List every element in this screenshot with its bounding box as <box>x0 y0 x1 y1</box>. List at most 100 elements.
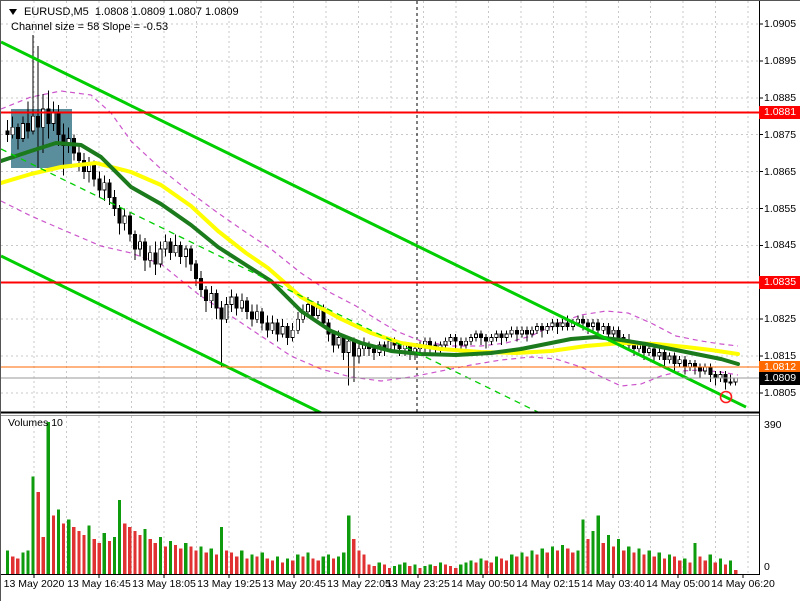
symbol-timeframe-label: EURUSD,M5 <box>24 6 89 18</box>
time-axis-label: 13 May 22:05 <box>327 578 391 590</box>
candle-body <box>229 296 234 305</box>
volume-bar <box>622 550 626 574</box>
candle-body <box>41 108 46 128</box>
candle-body <box>565 322 570 327</box>
candle-body <box>295 318 300 331</box>
candle-body <box>601 326 606 331</box>
candle-body <box>698 366 703 372</box>
candle-body <box>499 333 504 339</box>
candle-body <box>667 355 672 361</box>
candle-body <box>647 348 652 353</box>
volume-bar <box>51 515 56 574</box>
volume-bar <box>504 560 509 574</box>
volume-bar <box>652 556 656 574</box>
candle-body <box>606 326 611 335</box>
volume-bar <box>138 535 142 574</box>
volume-bar <box>459 564 463 574</box>
price-badge-1.0881: 1.0881 <box>759 106 800 120</box>
volume-bar <box>306 552 310 574</box>
volume-bar <box>357 550 361 574</box>
candle-body <box>652 348 657 357</box>
volume-bar <box>77 531 81 574</box>
volume-bar <box>403 562 407 574</box>
candle-body <box>209 292 214 302</box>
volume-bar <box>342 552 346 574</box>
candle-body <box>20 123 25 139</box>
candle-body <box>657 352 662 357</box>
volume-bar <box>97 542 101 574</box>
candle-body <box>346 340 351 353</box>
volume-bar <box>133 531 137 574</box>
volume-bar <box>581 519 585 574</box>
time-axis-label: 13 May 19:25 <box>197 578 261 590</box>
candle-body <box>204 289 209 302</box>
volume-bar <box>382 564 386 574</box>
volume-bar <box>265 558 269 574</box>
volume-bar <box>454 568 458 574</box>
price-axis-label: 1.0865 <box>764 165 797 178</box>
volume-bar <box>601 542 605 574</box>
candle-body <box>224 304 229 320</box>
volume-bar <box>428 564 432 574</box>
volume-bar <box>723 564 728 574</box>
candle-body <box>509 329 514 335</box>
volume-bar <box>576 550 580 574</box>
volume-bar <box>56 509 61 574</box>
volume-bar <box>718 558 723 574</box>
time-axis-label: 13 May 20:45 <box>262 578 326 590</box>
candle-body <box>453 337 458 342</box>
candle-body <box>463 340 468 346</box>
candle-body <box>682 359 687 368</box>
volume-bar <box>31 476 35 574</box>
volume-bar <box>250 554 254 574</box>
volume-bar <box>693 542 697 574</box>
candle-body <box>560 322 565 327</box>
volume-bar <box>36 492 40 574</box>
volume-bar <box>571 552 575 574</box>
candle-body <box>234 296 239 309</box>
candle-body <box>143 241 148 261</box>
main-panel[interactable] <box>1 1 759 601</box>
volume-bar <box>632 552 636 574</box>
volume-bar <box>392 566 397 574</box>
volume-bar <box>72 527 76 574</box>
volume-bar <box>224 550 229 574</box>
volume-bar <box>163 546 168 574</box>
candle-body <box>331 333 336 346</box>
candle-body <box>183 248 188 257</box>
volume-bar <box>586 538 590 574</box>
volume-bar <box>734 570 738 574</box>
candle-body <box>530 329 535 335</box>
volume-bar <box>260 552 264 574</box>
candle-body <box>255 311 260 320</box>
volume-bar <box>474 562 478 574</box>
volume-bar <box>515 556 519 574</box>
volume-bar <box>41 536 45 574</box>
volume-bar <box>678 560 682 574</box>
volume-bar <box>255 556 259 574</box>
candle-body <box>97 178 102 191</box>
candle-body <box>718 374 723 379</box>
candle-body <box>219 307 224 320</box>
volume-bar <box>647 550 651 574</box>
candle-body <box>290 329 295 339</box>
volume-bar <box>545 552 549 574</box>
volume-bar <box>62 523 66 574</box>
candle-body <box>285 326 290 339</box>
volume-bar <box>418 568 422 574</box>
volume-bar <box>566 548 570 574</box>
volume-bar <box>688 562 692 574</box>
volume-bar <box>92 538 96 574</box>
volume-panel[interactable] <box>6 416 749 574</box>
volume-bar <box>469 560 473 574</box>
panel-borders <box>1 1 763 578</box>
candle-body <box>25 123 30 132</box>
candle-body <box>51 112 56 125</box>
volume-bar <box>637 548 641 574</box>
volume-bar <box>301 556 305 574</box>
volume-bar <box>6 550 10 574</box>
last-bar-ohlc: 1.0808 1.0809 1.0807 1.0809 <box>94 6 239 18</box>
candle-body <box>102 182 107 191</box>
volume-bar <box>148 538 152 574</box>
